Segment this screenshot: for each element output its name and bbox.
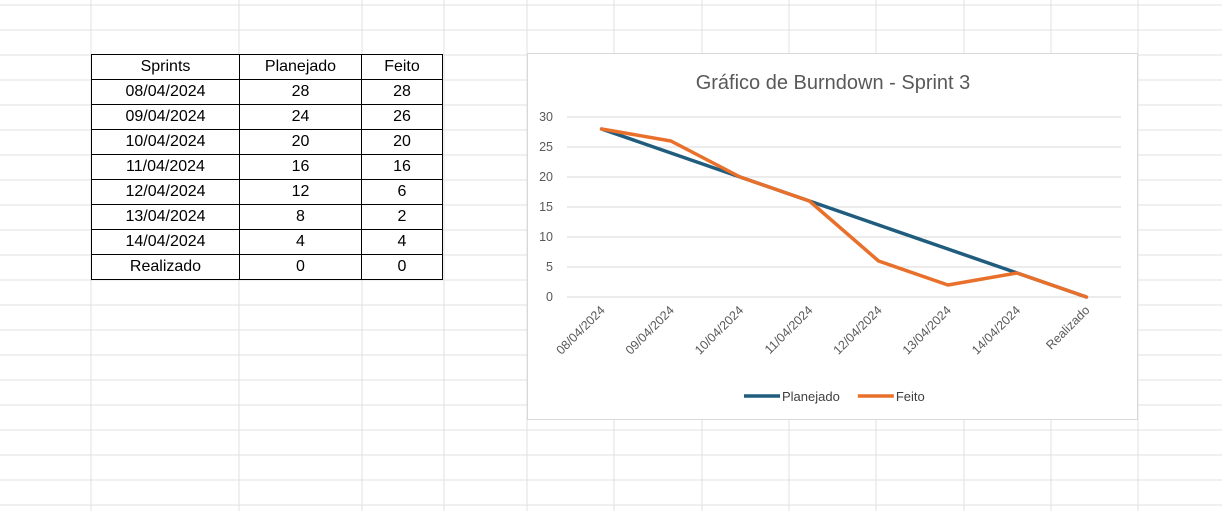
cell-planejado[interactable]: 20 [239, 129, 362, 155]
cell-sprint[interactable]: 11/04/2024 [91, 154, 240, 180]
table-row: 13/04/2024 8 2 [91, 204, 443, 230]
y-tick-label: 25 [539, 140, 553, 154]
cell-planejado[interactable]: 0 [239, 254, 362, 280]
x-tick-label: 13/04/2024 [900, 303, 954, 357]
cell-planejado[interactable]: 12 [239, 179, 362, 205]
x-tick-label: 09/04/2024 [623, 303, 677, 357]
table-row: 12/04/2024 12 6 [91, 179, 443, 205]
header-planejado[interactable]: Planejado [239, 54, 362, 80]
cell-planejado[interactable]: 4 [239, 229, 362, 255]
y-tick-label: 20 [539, 170, 553, 184]
cell-sprint[interactable]: 13/04/2024 [91, 204, 240, 230]
chart-title: Gráfico de Burndown - Sprint 3 [696, 72, 971, 94]
y-tick-label: 0 [546, 290, 553, 304]
cell-feito[interactable]: 2 [361, 204, 443, 230]
y-gridlines [567, 116, 1121, 298]
y-tick-label: 15 [539, 200, 553, 214]
table-row: Realizado 0 0 [91, 254, 443, 280]
y-tick-label: 5 [546, 260, 553, 274]
burndown-chart[interactable]: Gráfico de Burndown - Sprint 3 0 5 10 15 20 2… [527, 53, 1138, 420]
series-lines [599, 127, 1089, 299]
table-row: 10/04/2024 20 20 [91, 129, 443, 155]
chart-legend: Planejado Feito [744, 389, 925, 404]
x-tick-label: Realizado [1043, 303, 1092, 352]
cell-planejado[interactable]: 24 [239, 104, 362, 130]
series-line-planejado[interactable] [599, 127, 1089, 299]
x-tick-label: 14/04/2024 [969, 303, 1023, 357]
cell-sprint[interactable]: 10/04/2024 [91, 129, 240, 155]
x-axis-ticks: 08/04/2024 09/04/2024 10/04/2024 11/04/2024… [554, 303, 1093, 357]
cell-sprint[interactable]: 09/04/2024 [91, 104, 240, 130]
table-row: 14/04/2024 4 4 [91, 229, 443, 255]
cell-feito[interactable]: 28 [361, 79, 443, 105]
legend-label: Planejado [782, 389, 840, 404]
table-row: 11/04/2024 16 16 [91, 154, 443, 180]
y-tick-label: 10 [539, 230, 553, 244]
legend-label: Feito [896, 389, 925, 404]
table-header-row: Sprints Planejado Feito [91, 54, 443, 80]
x-tick-label: 11/04/2024 [762, 303, 816, 357]
y-axis-ticks: 0 5 10 15 20 25 30 [539, 110, 553, 304]
cell-feito[interactable]: 16 [361, 154, 443, 180]
cell-planejado[interactable]: 28 [239, 79, 362, 105]
cell-feito[interactable]: 0 [361, 254, 443, 280]
cell-planejado[interactable]: 8 [239, 204, 362, 230]
cell-sprint[interactable]: 12/04/2024 [91, 179, 240, 205]
table-row: 09/04/2024 24 26 [91, 104, 443, 130]
header-sprints[interactable]: Sprints [91, 54, 240, 80]
cell-feito[interactable]: 20 [361, 129, 443, 155]
x-tick-label: 12/04/2024 [831, 303, 885, 357]
chart-canvas: Gráfico de Burndown - Sprint 3 0 5 10 15 20 2… [539, 72, 1121, 404]
y-tick-label: 30 [539, 110, 553, 124]
cell-feito[interactable]: 4 [361, 229, 443, 255]
table-row: 08/04/2024 28 28 [91, 79, 443, 105]
x-tick-label: 10/04/2024 [692, 303, 746, 357]
cell-feito[interactable]: 6 [361, 179, 443, 205]
cell-sprint[interactable]: Realizado [91, 254, 240, 280]
cell-sprint[interactable]: 14/04/2024 [91, 229, 240, 255]
header-feito[interactable]: Feito [361, 54, 443, 80]
cell-sprint[interactable]: 08/04/2024 [91, 79, 240, 105]
cell-feito[interactable]: 26 [361, 104, 443, 130]
series-line-feito[interactable] [599, 127, 1089, 299]
x-tick-label: 08/04/2024 [554, 303, 608, 357]
sprint-table: Sprints Planejado Feito 08/04/2024 28 28 0… [91, 54, 443, 280]
cell-planejado[interactable]: 16 [239, 154, 362, 180]
